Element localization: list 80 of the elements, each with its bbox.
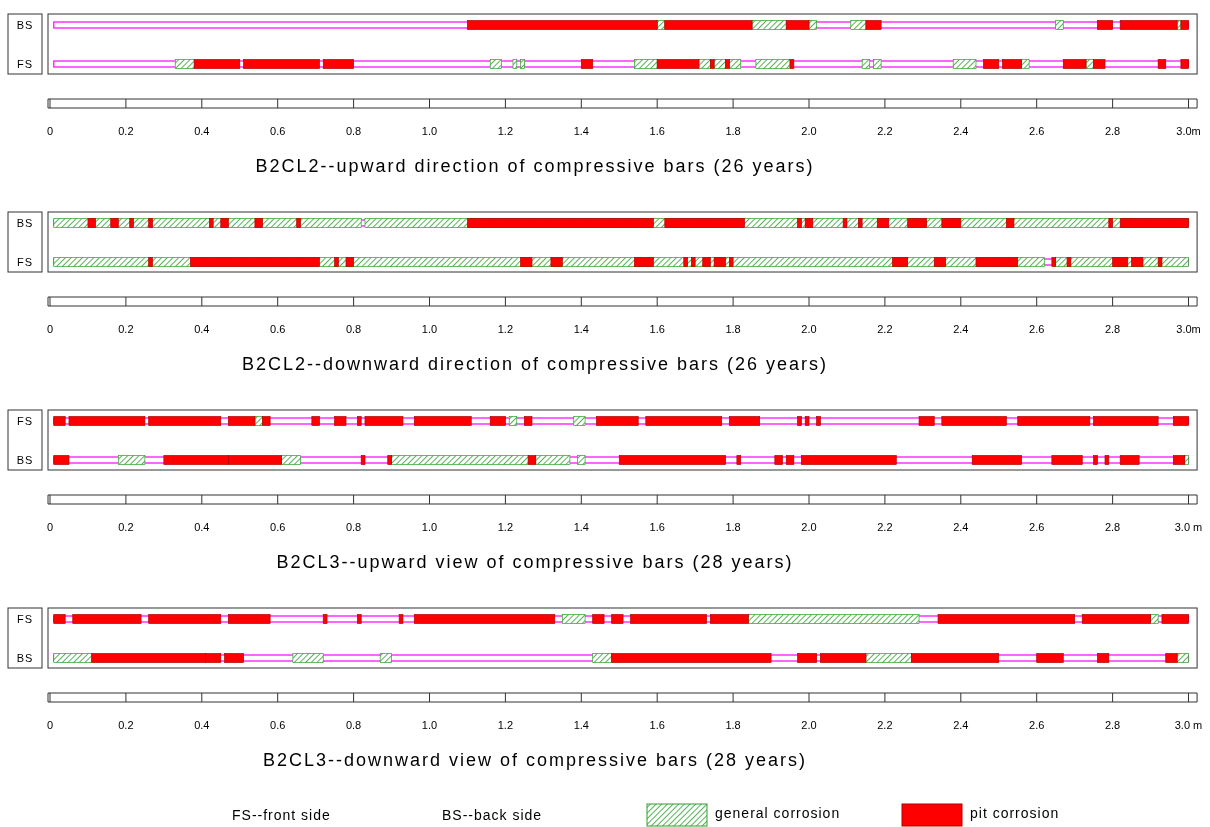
x-tick-label: 1.2 — [497, 323, 514, 335]
x-tick-label: 2.6 — [1029, 719, 1045, 731]
x-tick-label: 1.8 — [725, 125, 741, 137]
x-tick-label: 1.4 — [573, 521, 589, 533]
text: B2CL3--upward view of compressive bars (28 years) — [276, 552, 794, 572]
x-tick-label: 1.4 — [573, 125, 589, 137]
x-tick-label: 3.0m — [1176, 323, 1201, 335]
x-tick-label: 2.8 — [1104, 719, 1121, 731]
x-tick-label: 2.2 — [877, 719, 893, 731]
x-tick-label: 1.0 — [421, 323, 438, 335]
x-tick-label: 2.0 — [801, 719, 817, 731]
x-tick-label: 0 — [46, 719, 54, 731]
x-tick-label: 0.6 — [270, 323, 286, 335]
x-tick-label: 1.0 — [421, 719, 438, 731]
legend-label: general corrosion — [715, 805, 841, 821]
text: FS--front side — [232, 807, 331, 823]
x-tick-label: 0.4 — [194, 719, 210, 731]
x-tick-label: 0.8 — [345, 323, 362, 335]
x-tick-label: 2.4 — [953, 323, 969, 335]
x-tick-label: 0.6 — [270, 719, 286, 731]
text: B2CL2--downward direction of compressive bars (26 years) — [241, 354, 829, 374]
x-tick-label: 0.2 — [118, 125, 134, 137]
x-tick-label: 0.4 — [194, 125, 210, 137]
x-tick-label: 0.4 — [194, 521, 210, 533]
x-tick-label: 0.6 — [270, 521, 286, 533]
x-tick-label: 1.4 — [573, 323, 589, 335]
x-tick-label: 2.4 — [953, 125, 969, 137]
legend-label: pit corrosion — [970, 805, 1060, 821]
x-tick-label: 1.0 — [421, 125, 438, 137]
x-tick-label: 1.2 — [497, 125, 514, 137]
x-tick-label: 2.8 — [1104, 323, 1121, 335]
x-tick-label: 1.6 — [649, 521, 665, 533]
x-tick-label: 2.4 — [953, 719, 969, 731]
x-tick-label: 0.2 — [118, 521, 134, 533]
x-tick-label: 3.0m — [1176, 125, 1201, 137]
x-tick-label: 1.8 — [725, 719, 741, 731]
x-tick-label: 0.4 — [194, 323, 210, 335]
x-tick-label: 2.2 — [877, 323, 893, 335]
x-tick-label: 2.6 — [1029, 125, 1045, 137]
x-tick-label: 2.0 — [801, 323, 817, 335]
x-tick-label: 0 — [46, 323, 54, 335]
text: B2CL3--downward view of compressive bars (28 years) — [262, 750, 808, 770]
x-tick-label: 1.8 — [725, 521, 741, 533]
y-tick-label: FS — [16, 256, 34, 268]
y-tick-label: BS — [16, 652, 34, 664]
x-tick-label: 1.2 — [497, 521, 514, 533]
y-tick-label: BS — [16, 454, 34, 466]
text: B2CL2--upward direction of compressive bars (26 years) — [255, 156, 815, 176]
x-tick-label: 1.2 — [497, 719, 514, 731]
x-tick-label: 0.2 — [118, 719, 134, 731]
x-tick-label: 0.2 — [118, 323, 134, 335]
y-tick-label: FS — [16, 58, 34, 70]
y-tick-label: BS — [16, 217, 34, 229]
x-tick-label: 3.0 m — [1174, 521, 1203, 533]
x-tick-label: 0.8 — [345, 719, 362, 731]
x-tick-label: 1.8 — [725, 323, 741, 335]
x-tick-label: 2.2 — [877, 125, 893, 137]
x-tick-label: 2.8 — [1104, 125, 1121, 137]
y-tick-label: FS — [16, 415, 34, 427]
x-tick-label: 2.4 — [953, 521, 969, 533]
x-tick-label: 1.0 — [421, 521, 438, 533]
x-tick-label: 1.6 — [649, 323, 665, 335]
x-tick-label: 2.0 — [801, 125, 817, 137]
y-tick-label: BS — [16, 19, 34, 31]
x-tick-label: 2.6 — [1029, 521, 1045, 533]
x-tick-label: 2.0 — [801, 521, 817, 533]
y-tick-label: FS — [16, 613, 34, 625]
x-tick-label: 0.8 — [345, 521, 362, 533]
x-tick-label: 0.6 — [270, 125, 286, 137]
x-tick-label: 2.8 — [1104, 521, 1121, 533]
x-tick-label: 1.4 — [573, 719, 589, 731]
x-tick-label: 0 — [46, 521, 54, 533]
x-tick-label: 2.2 — [877, 521, 893, 533]
x-tick-label: 0.8 — [345, 125, 362, 137]
text: BS--back side — [442, 807, 543, 823]
x-tick-label: 2.6 — [1029, 323, 1045, 335]
x-tick-label: 1.6 — [649, 125, 665, 137]
x-tick-label: 0 — [46, 125, 54, 137]
x-tick-label: 3.0 m — [1174, 719, 1203, 731]
x-tick-label: 1.6 — [649, 719, 665, 731]
